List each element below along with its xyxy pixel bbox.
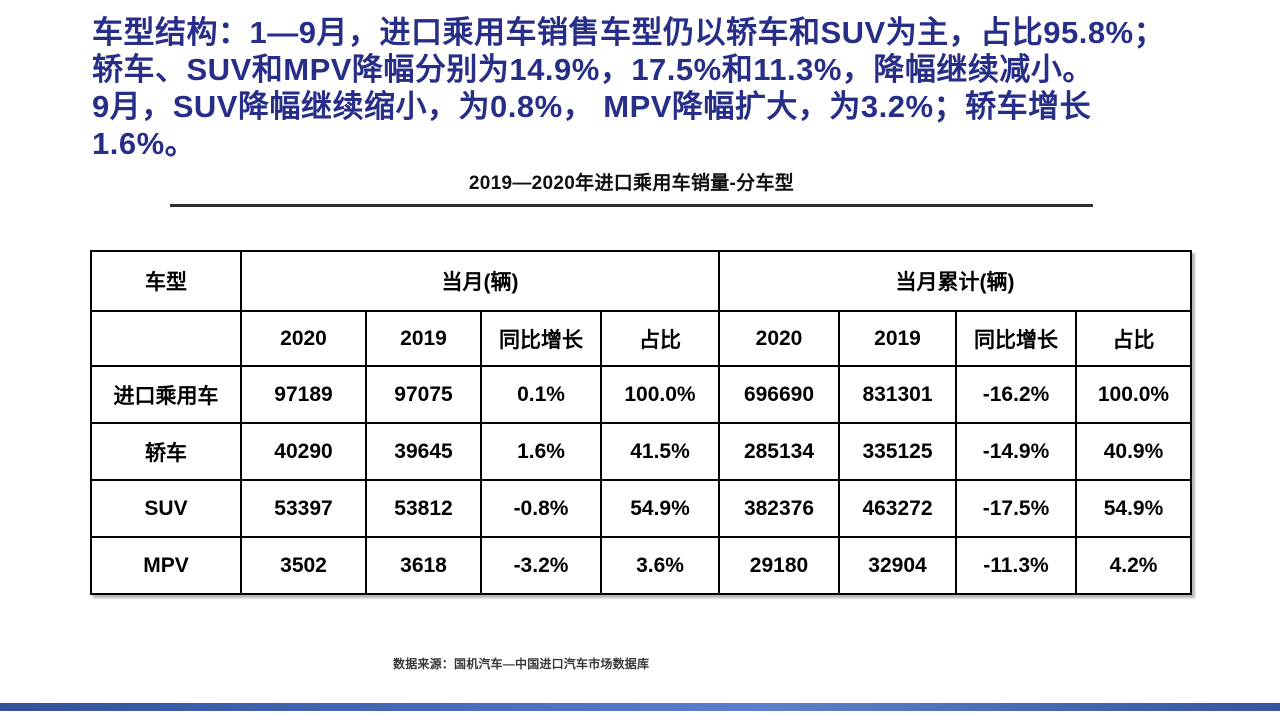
subheader-cum-2020: 2020 (718, 310, 840, 367)
cell-cum-yoy: -17.5% (955, 479, 1077, 538)
cell-cum-2020: 285134 (718, 422, 840, 481)
cell-month-2020: 40290 (240, 422, 367, 481)
cell-month-2020: 97189 (240, 365, 367, 424)
headline-line-4: 1.6%。 (92, 126, 197, 161)
cell-cum-2020: 382376 (718, 479, 840, 538)
table-title-block: 2019—2020年进口乘用车销量-分车型 (170, 168, 1093, 207)
bottom-accent-bar (0, 703, 1280, 711)
table-subheader-row: 2020 2019 同比增长 占比 2020 2019 同比增长 占比 (90, 310, 1192, 367)
cell-month-share: 54.9% (600, 479, 720, 538)
cell-cum-share: 4.2% (1075, 536, 1192, 595)
col-header-vehicle-type: 车型 (90, 250, 242, 312)
row-label: MPV (90, 536, 242, 595)
cell-cum-yoy: -11.3% (955, 536, 1077, 595)
subheader-cum-yoy: 同比增长 (955, 310, 1077, 367)
cell-cum-2020: 29180 (718, 536, 840, 595)
sales-table: 车型 当月(辆) 当月累计(辆) 2020 2019 同比增长 占比 2020 … (90, 250, 1192, 595)
cell-cum-yoy: -14.9% (955, 422, 1077, 481)
subheader-month-2020: 2020 (240, 310, 367, 367)
cell-cum-yoy: -16.2% (955, 365, 1077, 424)
headline-line-2: 轿车、SUV和MPV降幅分别为14.9%，17.5%和11.3%，降幅继续减小。 (92, 52, 1094, 87)
cell-cum-2019: 463272 (838, 479, 957, 538)
headline: 车型结构：1—9月，进口乘用车销售车型仍以轿车和SUV为主，占比95.8%； 轿… (92, 14, 1204, 162)
cell-month-yoy: 0.1% (480, 365, 602, 424)
cell-month-2019: 53812 (365, 479, 482, 538)
cell-cum-2020: 696690 (718, 365, 840, 424)
cell-cum-share: 40.9% (1075, 422, 1192, 481)
subheader-cum-share: 占比 (1075, 310, 1192, 367)
cell-month-share: 100.0% (600, 365, 720, 424)
subheader-month-2019: 2019 (365, 310, 482, 367)
cell-month-yoy: -3.2% (480, 536, 602, 595)
cell-cum-2019: 831301 (838, 365, 957, 424)
table-title: 2019—2020年进口乘用车销量-分车型 (468, 173, 795, 194)
table-row-mpv: MPV 3502 3618 -3.2% 3.6% 29180 32904 -11… (90, 536, 1192, 595)
cell-month-yoy: -0.8% (480, 479, 602, 538)
headline-line-3: 9月，SUV降幅继续缩小，为0.8%， MPV降幅扩大，为3.2%；轿车增长 (92, 89, 1092, 124)
cell-cum-share: 100.0% (1075, 365, 1192, 424)
row-label: 进口乘用车 (90, 365, 242, 424)
table-row-suv: SUV 53397 53812 -0.8% 54.9% 382376 46327… (90, 479, 1192, 538)
headline-line-1: 车型结构：1—9月，进口乘用车销售车型仍以轿车和SUV为主，占比95.8%； (92, 15, 1166, 50)
subheader-month-share: 占比 (600, 310, 720, 367)
subheader-cum-2019: 2019 (838, 310, 957, 367)
row-label: SUV (90, 479, 242, 538)
cell-cum-2019: 335125 (838, 422, 957, 481)
cell-month-share: 41.5% (600, 422, 720, 481)
col-header-current-month: 当月(辆) (240, 250, 720, 312)
cell-month-yoy: 1.6% (480, 422, 602, 481)
cell-month-2020: 53397 (240, 479, 367, 538)
subheader-empty (90, 310, 242, 367)
cell-cum-share: 54.9% (1075, 479, 1192, 538)
cell-month-2019: 39645 (365, 422, 482, 481)
cell-month-share: 3.6% (600, 536, 720, 595)
cell-month-2019: 97075 (365, 365, 482, 424)
cell-month-2019: 3618 (365, 536, 482, 595)
cell-month-2020: 3502 (240, 536, 367, 595)
cell-cum-2019: 32904 (838, 536, 957, 595)
col-header-cumulative: 当月累计(辆) (718, 250, 1192, 312)
table-row-sedan: 轿车 40290 39645 1.6% 41.5% 285134 335125 … (90, 422, 1192, 481)
row-label: 轿车 (90, 422, 242, 481)
table-header-group-row: 车型 当月(辆) 当月累计(辆) (90, 250, 1192, 312)
table-row-imported-pv: 进口乘用车 97189 97075 0.1% 100.0% 696690 831… (90, 365, 1192, 424)
subheader-month-yoy: 同比增长 (480, 310, 602, 367)
data-source-note: 数据来源：国机汽车—中国进口汽车市场数据库 (393, 657, 650, 671)
